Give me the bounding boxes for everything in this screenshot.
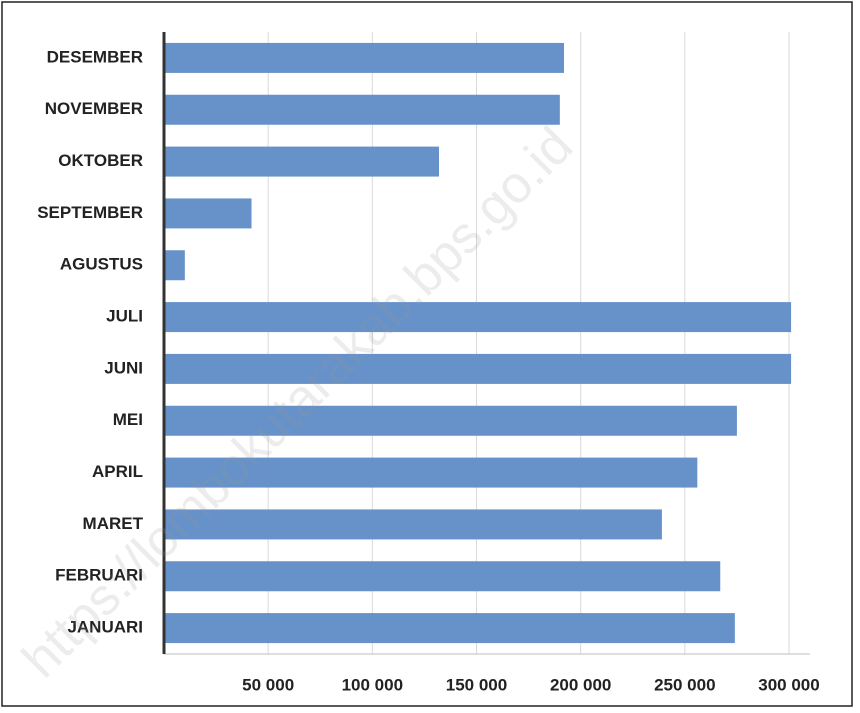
bar xyxy=(164,146,439,177)
x-tick-label: 100 000 xyxy=(342,675,403,694)
bar xyxy=(164,613,735,644)
x-tick-label: 300 000 xyxy=(758,675,819,694)
bar xyxy=(164,457,698,488)
y-tick-label: AGUSTUS xyxy=(60,255,143,274)
bar xyxy=(164,405,737,436)
x-tick-label: 200 000 xyxy=(550,675,611,694)
y-tick-label: NOVEMBER xyxy=(45,99,143,118)
bar xyxy=(164,250,185,281)
bar xyxy=(164,94,560,125)
y-tick-label: FEBRUARI xyxy=(55,566,143,585)
bar xyxy=(164,302,792,333)
bar xyxy=(164,509,662,540)
bar xyxy=(164,561,721,592)
x-tick-label: 250 000 xyxy=(654,675,715,694)
y-tick-label: JANUARI xyxy=(67,618,143,637)
y-tick-label: JULI xyxy=(106,307,143,326)
y-tick-label: OKTOBER xyxy=(58,151,143,170)
y-tick-label: DESEMBER xyxy=(47,47,143,66)
x-tick-label: 150 000 xyxy=(446,675,507,694)
y-tick-label: JUNI xyxy=(104,358,143,377)
bar xyxy=(164,198,252,229)
y-tick-label: MARET xyxy=(83,514,144,533)
y-tick-label: SEPTEMBER xyxy=(37,203,143,222)
x-tick-label: 50 000 xyxy=(242,675,294,694)
y-tick-label: MEI xyxy=(113,410,143,429)
bar xyxy=(164,42,564,73)
bar xyxy=(164,353,792,384)
y-tick-label: APRIL xyxy=(92,462,143,481)
